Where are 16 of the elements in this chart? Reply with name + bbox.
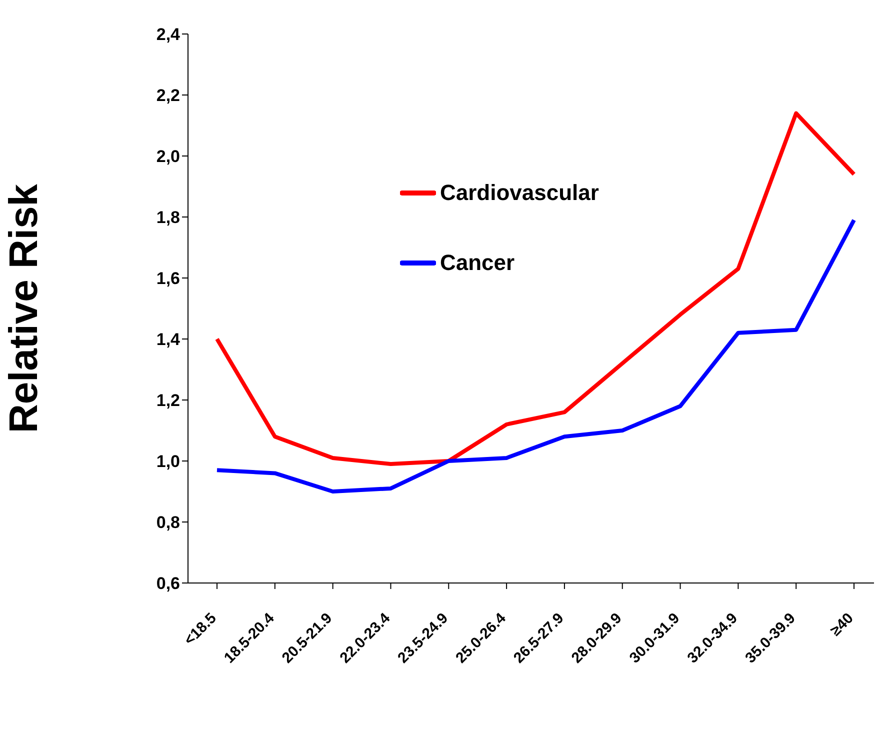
y-tick-label: 2,0 bbox=[156, 147, 180, 166]
legend-label: Cancer bbox=[440, 250, 515, 276]
y-tick-label: 1,6 bbox=[156, 269, 180, 288]
y-tick-label: 2,4 bbox=[156, 25, 181, 44]
y-tick-label: 1,2 bbox=[156, 391, 180, 410]
y-tick-label: 1,8 bbox=[156, 208, 180, 228]
y-axis-title: Relative Risk bbox=[2, 183, 46, 434]
x-tick-label: ≥40 bbox=[827, 610, 857, 640]
line-series bbox=[215, 218, 856, 494]
legend-label: Cardiovascular bbox=[440, 180, 599, 206]
line-series bbox=[215, 111, 856, 466]
y-tick-label: 1,0 bbox=[156, 452, 180, 472]
y-tick-label: 2,2 bbox=[156, 86, 180, 106]
y-tick-label: 1,4 bbox=[156, 330, 181, 350]
y-tick-label: 0,8 bbox=[156, 513, 180, 532]
y-tick-label: 0,6 bbox=[156, 574, 180, 594]
